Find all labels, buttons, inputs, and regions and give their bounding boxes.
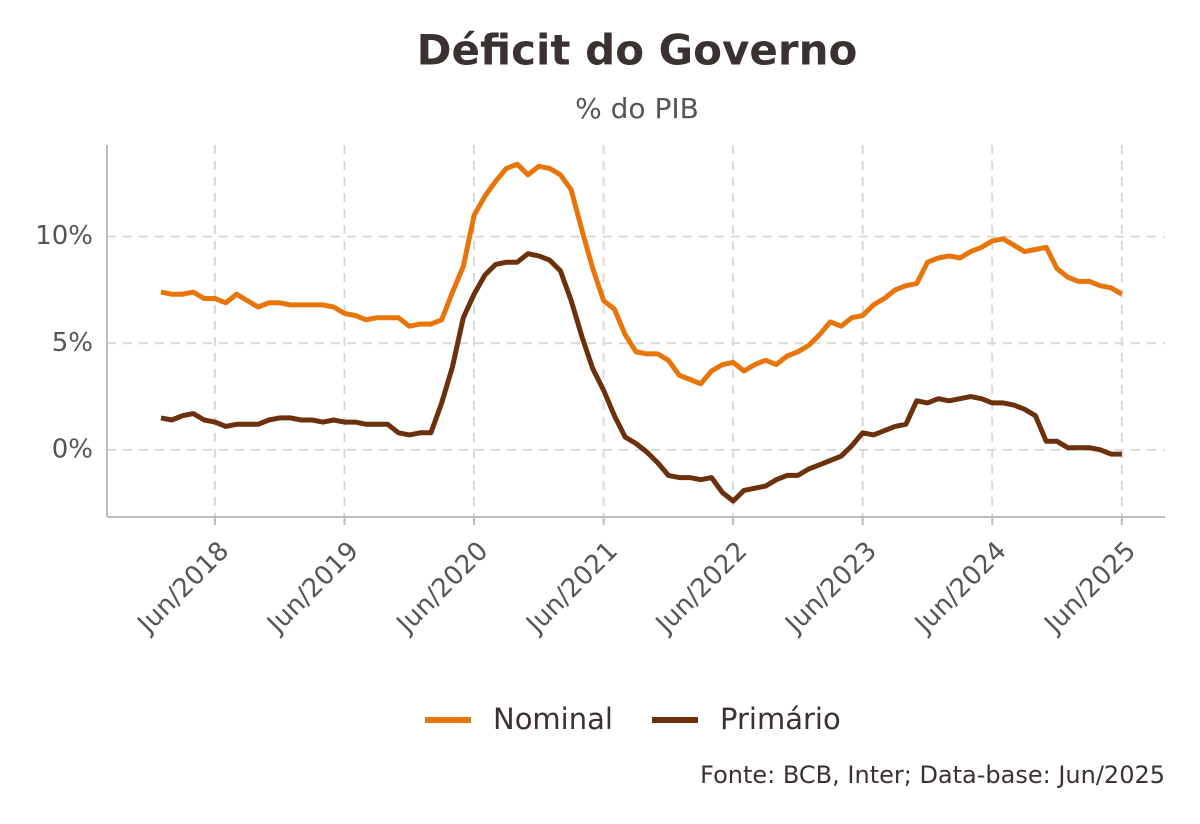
chart-title: Déficit do Governo — [417, 26, 858, 75]
y-tick-label: 0% — [52, 434, 93, 464]
legend-label: Nominal — [493, 702, 613, 736]
source: Fonte: BCB, Inter; Data-base: Jun/2025 — [700, 761, 1165, 789]
series-line — [160, 251, 1122, 504]
y-tick-label: 10% — [35, 221, 93, 251]
x-tick-label: Jun/2018 — [131, 536, 235, 640]
legend-label: Primário — [720, 702, 841, 736]
y-tick-label: 5% — [52, 328, 93, 358]
x-tick-label: Jun/2025 — [1038, 536, 1142, 640]
chart-subtitle: % do PIB — [575, 92, 699, 125]
x-tick-label: Jun/2024 — [908, 536, 1012, 640]
x-tick-label: Jun/2022 — [649, 536, 753, 640]
series-line — [160, 161, 1124, 387]
x-tick-label: Jun/2023 — [779, 536, 883, 640]
x-tick-label: Jun/2020 — [390, 536, 494, 640]
x-tick-label: Jun/2019 — [260, 536, 364, 640]
x-tick-label: Jun/2021 — [520, 536, 624, 640]
